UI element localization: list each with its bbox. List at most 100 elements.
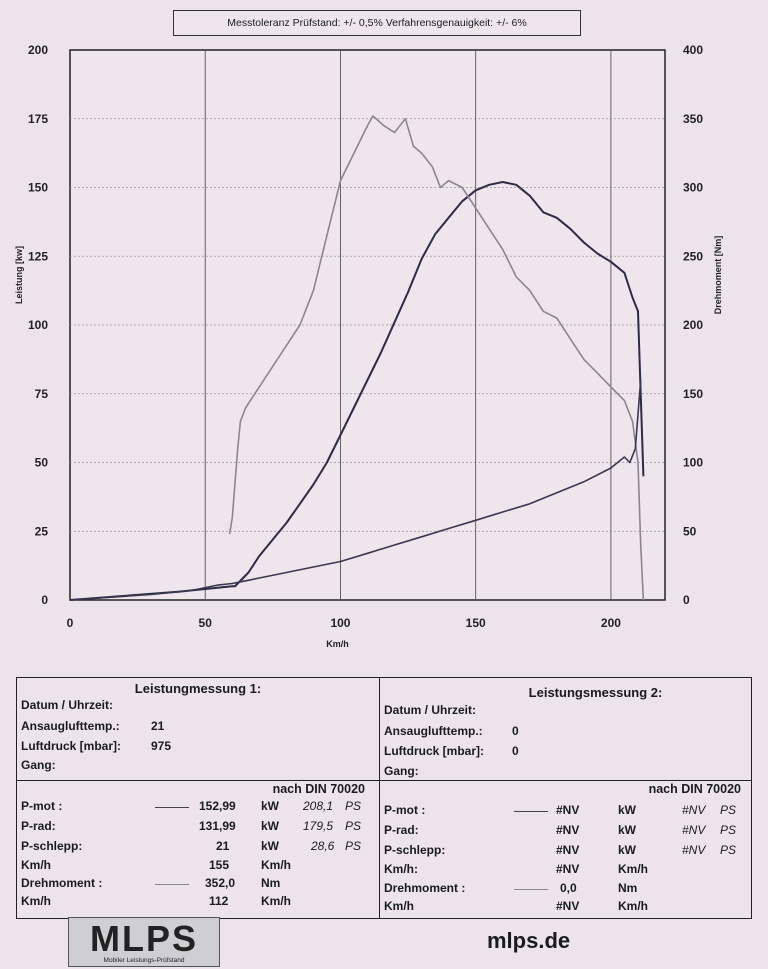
prad-label: P-rad: <box>21 819 56 833</box>
prad-row: P-rad: 131,99 kW 179,5 PS <box>21 819 375 835</box>
measurement-1-panel: Leistungmessung 1: Datum / Uhrzeit: Ansa… <box>17 678 380 918</box>
y-right-axis-label: Drehmoment [Nm] <box>713 236 723 315</box>
x-axis-label: Km/h <box>326 639 349 649</box>
dreh-label-2: Drehmoment : <box>384 881 466 895</box>
measurement-2-panel: Leistungsmessung 2: Datum / Uhrzeit: Ans… <box>380 678 751 918</box>
logo-text: MLPS <box>89 918 198 959</box>
prad-ps-unit: PS <box>345 819 362 833</box>
pschlepp-kw-unit: kW <box>261 839 279 853</box>
pmot-ps-unit: PS <box>345 799 362 813</box>
prad-kw-2: #NV <box>556 823 580 837</box>
y-left-tick-label: 25 <box>35 524 49 538</box>
din-label: nach DIN 70020 <box>272 782 365 796</box>
y-left-axis-label: Leistung [kw] <box>14 246 24 304</box>
y-left-tick-label: 175 <box>28 112 48 126</box>
pmot-ps-2: #NV <box>682 803 706 817</box>
pschlepp-ps-2: #NV <box>682 843 706 857</box>
kmh1-row-2: Km/h: #NV Km/h <box>384 862 747 878</box>
measurement-2-header: Leistungsmessung 2: Datum / Uhrzeit: Ans… <box>380 678 751 781</box>
pschlepp-row: P-schlepp: 21 kW 28,6 PS <box>21 839 375 855</box>
y-right-tick-label: 0 <box>683 593 690 607</box>
series-line-2 <box>228 115 645 601</box>
kmh1-value: 155 <box>209 858 230 872</box>
kmh1-unit: Km/h <box>261 858 291 872</box>
x-tick-label: 200 <box>601 616 621 630</box>
kmh2-value: 112 <box>209 894 229 908</box>
measurement-2-title: Leistungsmessung 2: <box>528 685 663 700</box>
luftdruck-label-2: Luftdruck [mbar]: <box>384 744 484 758</box>
x-tick-label: 150 <box>466 616 486 630</box>
dreh-row: Drehmoment : 352,0 Nm <box>21 876 375 892</box>
pmot-kw-2: #NV <box>556 803 580 817</box>
dreh-legend-line <box>155 884 189 885</box>
prad-ps: 179,5 <box>303 819 334 833</box>
dreh-label: Drehmoment : <box>21 876 103 890</box>
kmh2-label: Km/h <box>21 894 51 908</box>
prad-ps-2: #NV <box>682 823 706 837</box>
pschlepp-ps-unit: PS <box>345 839 362 853</box>
pschlepp-label-2: P-schlepp: <box>384 843 446 857</box>
prad-kw-unit-2: kW <box>618 823 636 837</box>
gang-label-2: Gang: <box>384 764 419 778</box>
kmh2-value-2: #NV <box>556 899 580 913</box>
datum-label-2: Datum / Uhrzeit: <box>384 703 477 717</box>
prad-row-2: P-rad: #NV kW #NV PS <box>384 823 747 839</box>
series-line-3 <box>69 379 642 601</box>
kmh2-label-2: Km/h <box>384 899 414 913</box>
kmh2-unit-2: Km/h <box>618 899 648 913</box>
prad-label-2: P-rad: <box>384 823 419 837</box>
logo-subtitle: Mobiler Leistungs-Prüfstand <box>103 957 185 964</box>
prad-kw: 131,99 <box>199 819 236 833</box>
dyno-chart: 0 50 100 150 200 0 25 50 75 100 125 150 175 200 0 50 100… <box>14 43 723 649</box>
website-label: mlps.de <box>487 928 571 953</box>
kmh2-unit: Km/h <box>261 894 291 908</box>
y-right-tick-label: 250 <box>683 249 703 263</box>
pmot-legend-line-2 <box>514 811 548 812</box>
y-right-tick-label: 150 <box>683 387 703 401</box>
tolerance-note: Messtoleranz Prüfstand: +/- 0,5% Verfahr… <box>173 10 581 36</box>
luftdruck-value-2: 0 <box>512 744 519 758</box>
prad-ps-unit-2: PS <box>720 823 737 837</box>
kmh1-value-2: #NV <box>556 862 580 876</box>
kmh1-unit-2: Km/h <box>618 862 648 876</box>
x-tick-label: 50 <box>199 616 213 630</box>
measurement-1-title: Leistungmessung 1: <box>134 681 262 696</box>
kmh2-row: Km/h 112 Km/h <box>21 894 375 910</box>
pschlepp-label: P-schlepp: <box>21 839 83 853</box>
pschlepp-row-2: P-schlepp: #NV kW #NV PS <box>384 843 747 859</box>
pmot-legend-line <box>155 807 189 808</box>
mlps-logo: MLPS Mobiler Leistungs-Prüfstand <box>68 917 220 967</box>
pmot-ps: 208,1 <box>303 799 334 813</box>
y-left-tick-label: 75 <box>35 387 49 401</box>
gang-label: Gang: <box>21 758 56 772</box>
luftdruck-label: Luftdruck [mbar]: <box>21 739 121 753</box>
y-left-tick-label: 100 <box>28 318 48 332</box>
pmot-kw-unit: kW <box>261 799 279 813</box>
y-right-tick-label: 300 <box>683 181 703 195</box>
ansaug-value: 21 <box>151 719 165 733</box>
prad-kw-unit: kW <box>261 819 279 833</box>
pmot-label-2: P-mot : <box>384 803 426 817</box>
pschlepp-kw: 21 <box>216 839 230 853</box>
pmot-label: P-mot : <box>21 799 63 813</box>
datum-label: Datum / Uhrzeit: <box>21 698 114 712</box>
pschlepp-kw-unit-2: kW <box>618 843 636 857</box>
x-tick-label: 0 <box>67 616 74 630</box>
pmot-ps-unit-2: PS <box>720 803 737 817</box>
kmh1-row: Km/h 155 Km/h <box>21 858 375 874</box>
y-left-tick-label: 125 <box>28 249 48 263</box>
kmh2-row-2: Km/h #NV Km/h <box>384 899 747 915</box>
pschlepp-ps-unit-2: PS <box>720 843 737 857</box>
series-line-1 <box>69 181 645 601</box>
pmot-kw-unit-2: kW <box>618 803 636 817</box>
dreh-unit-2: Nm <box>618 881 638 895</box>
measurement-tables: Leistungmessung 1: Datum / Uhrzeit: Ansa… <box>16 677 752 919</box>
datum-row: Datum / Uhrzeit: <box>21 698 113 712</box>
pmot-row: P-mot : 152,99 kW 208,1 PS <box>21 799 375 815</box>
gang-row-2: Gang: <box>384 764 419 778</box>
dreh-value: 352,0 <box>205 876 236 890</box>
gang-row: Gang: <box>21 758 56 772</box>
ansaug-label-2: Ansauglufttemp.: <box>384 724 483 738</box>
y-right-tick-label: 50 <box>683 524 697 538</box>
y-right-tick-label: 100 <box>683 456 703 470</box>
